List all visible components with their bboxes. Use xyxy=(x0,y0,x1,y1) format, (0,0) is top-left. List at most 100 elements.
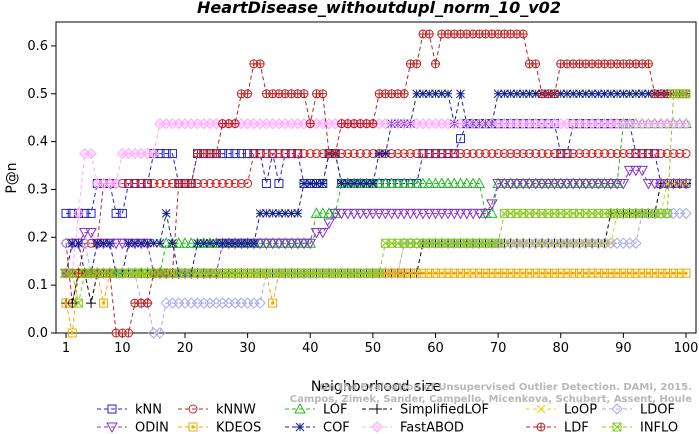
data-point-knnw xyxy=(305,149,315,159)
data-point-kdeos xyxy=(499,268,509,278)
data-point-cof xyxy=(568,89,578,99)
data-point-cof xyxy=(381,149,390,158)
data-point-odin xyxy=(404,208,417,220)
y-tick-label: 0.1 xyxy=(27,278,48,293)
legend-item-kdeos: KDEOS xyxy=(178,421,261,434)
data-point-odin xyxy=(323,218,335,229)
data-point-knnw xyxy=(349,149,359,159)
legend-label-knnw: kNNW xyxy=(216,403,256,418)
data-point-cof xyxy=(587,89,597,99)
data-point-cof xyxy=(637,89,647,99)
data-point-knnw xyxy=(418,149,428,159)
data-point-knnw xyxy=(199,178,209,188)
data-point-kdeos xyxy=(625,268,635,278)
data-point-kdeos xyxy=(631,268,641,278)
data-point-cof xyxy=(124,238,133,248)
data-point-kdeos xyxy=(493,268,503,278)
data-point-cof xyxy=(562,89,572,99)
legend-label-knn: kNN xyxy=(135,403,162,418)
data-point-knnw xyxy=(600,149,610,159)
data-point-odin xyxy=(636,165,649,177)
data-point-cof xyxy=(368,179,378,188)
data-point-odin xyxy=(542,178,555,190)
data-point-cof xyxy=(506,89,515,99)
data-point-ldf xyxy=(518,29,528,39)
data-point-lof xyxy=(410,177,423,188)
data-point-fastabod xyxy=(72,207,85,220)
data-point-ldf xyxy=(299,89,309,99)
data-point-knnw xyxy=(575,149,585,159)
data-point-kdeos xyxy=(418,268,428,278)
data-point-cof xyxy=(211,238,221,248)
data-point-lof xyxy=(467,177,479,188)
data-point-cof xyxy=(575,89,584,99)
data-point-knnw xyxy=(493,149,503,159)
data-point-knn xyxy=(512,119,522,129)
data-point-knnw xyxy=(424,149,434,159)
data-point-lof xyxy=(486,207,498,218)
data-point-odin xyxy=(630,165,642,177)
data-point-knnw xyxy=(618,149,628,159)
data-point-kdeos xyxy=(405,268,415,278)
data-point-cof xyxy=(193,238,202,248)
series-layer xyxy=(60,29,692,339)
data-point-odin xyxy=(554,178,567,190)
x-axis: 1 10 20 30 40 50 60 70 80 90 100 xyxy=(62,333,698,356)
data-point-cof xyxy=(274,209,284,218)
data-point-cof xyxy=(168,238,177,248)
data-point-cof xyxy=(67,238,77,248)
data-point-ldof xyxy=(630,237,642,249)
data-point-knnw xyxy=(280,149,290,159)
data-point-inflo xyxy=(662,208,672,218)
data-point-knnw xyxy=(675,149,685,159)
data-point-ldf xyxy=(412,59,422,69)
data-point-fastabod xyxy=(680,117,692,130)
legend-item-lof: LOF xyxy=(285,403,348,418)
data-point-odin xyxy=(479,208,492,220)
data-point-knnw xyxy=(362,149,372,159)
data-point-kdeos xyxy=(524,268,534,278)
data-point-inflo xyxy=(67,268,77,278)
data-point-odin xyxy=(442,208,454,220)
data-point-kdeos xyxy=(681,268,691,278)
data-point-odin xyxy=(579,178,592,190)
data-point-odin xyxy=(473,208,486,220)
legend-label-kdeos: KDEOS xyxy=(216,421,261,434)
data-point-odin xyxy=(360,208,373,220)
data-point-lof xyxy=(636,117,649,129)
x-tick-label: 90 xyxy=(615,341,632,356)
data-point-odin xyxy=(561,178,573,190)
data-point-knnw xyxy=(581,149,591,159)
data-point-ldf xyxy=(230,119,240,129)
data-point-ldf xyxy=(255,59,265,69)
data-point-cof xyxy=(418,89,428,99)
data-point-kdeos xyxy=(593,268,603,278)
data-point-kdeos xyxy=(481,268,491,278)
legend-label-odin: ODIN xyxy=(135,421,169,434)
series-inflo xyxy=(61,89,691,308)
data-point-cof xyxy=(255,209,265,218)
data-point-knnw xyxy=(587,149,597,159)
data-point-odin xyxy=(523,178,536,190)
data-point-kdeos xyxy=(387,268,397,278)
series-cof xyxy=(61,89,691,278)
data-point-kdeos xyxy=(430,268,440,278)
data-point-knnw xyxy=(468,149,478,159)
data-point-lof xyxy=(655,117,667,129)
data-point-knnw xyxy=(236,178,246,188)
legend-item-knn: kNN xyxy=(97,403,162,418)
data-point-ldf xyxy=(124,328,134,338)
data-point-knnw xyxy=(512,149,522,159)
data-point-loop xyxy=(669,179,678,188)
data-point-kdeos xyxy=(456,268,466,278)
legend-label-fastabod: FastABOD xyxy=(400,421,464,434)
series-fastabod xyxy=(60,117,692,279)
data-point-knnw xyxy=(230,178,240,188)
data-point-odin xyxy=(78,228,91,239)
data-point-odin xyxy=(367,208,379,220)
y-tick-label: 0.2 xyxy=(27,230,48,245)
data-point-kdeos xyxy=(424,268,434,278)
data-point-odin xyxy=(348,208,360,220)
data-point-odin xyxy=(492,178,504,190)
data-point-knnw xyxy=(430,149,440,159)
